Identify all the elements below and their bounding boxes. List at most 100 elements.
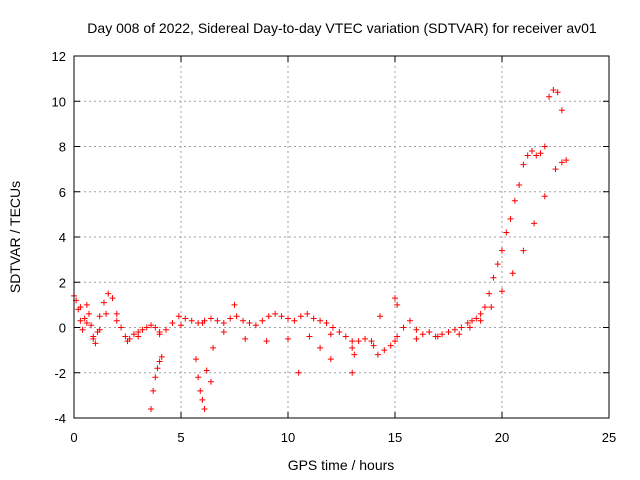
data-point <box>148 322 155 329</box>
data-point <box>130 331 137 338</box>
data-point <box>533 152 540 159</box>
data-point <box>233 313 240 320</box>
x-tick-label: 25 <box>602 430 616 445</box>
data-point <box>394 333 401 340</box>
y-tick-label: 2 <box>59 275 66 290</box>
y-tick-label: 10 <box>52 94 66 109</box>
data-point <box>163 326 170 333</box>
y-tick-label: -4 <box>54 411 66 426</box>
data-point <box>207 315 214 322</box>
data-point <box>406 317 413 324</box>
data-point <box>374 351 381 358</box>
data-point <box>327 331 334 338</box>
data-point <box>445 329 452 336</box>
data-point <box>278 313 285 320</box>
data-point <box>90 335 97 342</box>
axis-ticks: 0 5 10 15 20 25 -4 -2 0 2 4 6 8 10 12 <box>52 49 617 445</box>
data-point <box>387 342 394 349</box>
data-point <box>265 313 272 320</box>
data-point <box>451 326 458 333</box>
data-point <box>528 148 535 155</box>
data-point <box>148 405 155 412</box>
data-point <box>83 319 90 326</box>
data-point <box>242 335 249 342</box>
data-point <box>550 86 557 93</box>
grid <box>74 56 609 418</box>
series <box>71 86 570 358</box>
y-tick-label: -2 <box>54 366 66 381</box>
data-point <box>306 333 313 340</box>
data-point <box>139 326 146 333</box>
y-axis-label: SDTVAR / TECUs <box>7 181 23 293</box>
data-point <box>150 387 157 394</box>
data-point <box>310 315 317 322</box>
data-point <box>220 319 227 326</box>
data-point <box>499 288 505 295</box>
data-point <box>92 340 99 347</box>
series <box>77 159 565 351</box>
data-point <box>272 310 279 317</box>
data-point <box>554 89 561 96</box>
data-point <box>158 353 165 360</box>
data-point <box>124 338 131 345</box>
y-tick-label: 4 <box>59 230 66 245</box>
data-point <box>85 310 92 317</box>
data-point <box>481 304 488 311</box>
data-point <box>113 317 120 324</box>
data-point <box>156 331 163 338</box>
series <box>148 295 401 412</box>
data-point <box>323 319 330 326</box>
data-point <box>327 356 334 363</box>
data-point <box>207 378 214 385</box>
data-point <box>494 261 501 268</box>
data-point <box>113 310 120 317</box>
data-point <box>317 317 324 324</box>
y-tick-label: 0 <box>59 321 66 336</box>
data-point <box>531 220 538 227</box>
data-point <box>381 347 388 354</box>
data-point <box>203 367 210 374</box>
data-point <box>377 313 384 320</box>
data-point <box>426 329 433 336</box>
data-point <box>259 317 266 324</box>
data-point <box>552 166 559 173</box>
data-point <box>156 358 163 365</box>
data-point <box>220 329 227 336</box>
data-point <box>355 338 362 345</box>
data-point <box>392 338 398 345</box>
data-point <box>79 326 86 333</box>
data-point <box>394 301 401 308</box>
data-point <box>392 295 398 302</box>
data-point <box>329 324 336 331</box>
data-point <box>100 299 107 306</box>
data-point <box>83 301 90 308</box>
data-point <box>466 324 473 331</box>
data-point <box>490 274 497 281</box>
data-point <box>143 324 150 331</box>
data-point <box>541 143 548 150</box>
data-points <box>71 86 570 412</box>
data-point <box>509 270 516 277</box>
data-point <box>122 333 129 340</box>
data-point <box>240 317 247 324</box>
data-point <box>214 317 221 324</box>
data-point <box>197 387 204 394</box>
data-point <box>477 317 484 324</box>
data-point <box>201 405 208 412</box>
data-point <box>152 374 159 381</box>
data-point <box>227 315 234 322</box>
data-point <box>285 335 291 342</box>
data-point <box>520 161 527 168</box>
data-point <box>503 229 510 236</box>
data-point <box>252 322 259 329</box>
data-point <box>362 335 369 342</box>
data-point <box>469 317 476 324</box>
data-point <box>351 351 358 358</box>
y-tick-label: 8 <box>59 140 66 155</box>
data-point <box>88 322 95 329</box>
data-point <box>342 333 349 340</box>
data-point <box>368 338 375 345</box>
data-point <box>473 315 480 322</box>
data-point <box>499 247 505 254</box>
x-tick-label: 0 <box>70 430 77 445</box>
